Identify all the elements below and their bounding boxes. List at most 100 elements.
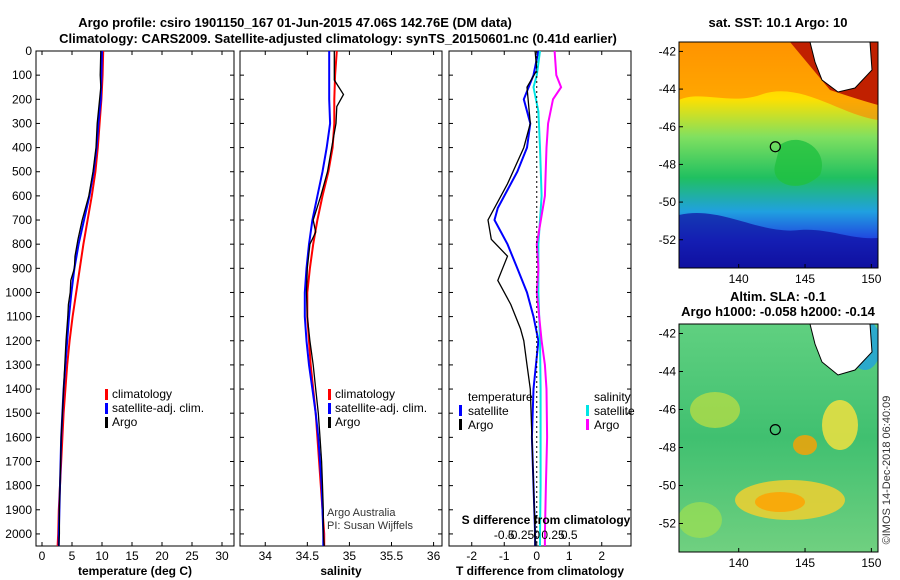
x-tick-label: 25 — [185, 549, 199, 563]
x-tick-label: 0 — [533, 549, 540, 563]
lat-tick-label: -48 — [659, 441, 677, 455]
depth-tick-label: 600 — [12, 189, 32, 203]
x-tick-label: -2 — [466, 549, 477, 563]
imos-copyright: ©IMOS 14-Dec-2018 06:40:09 — [881, 396, 893, 545]
sla-anomaly-high-1 — [822, 400, 858, 450]
difference-xlabel: T difference from climatology — [456, 564, 624, 578]
depth-tick-label: 1000 — [5, 285, 32, 299]
lon-tick-label: 150 — [861, 556, 881, 570]
lat-tick-label: -42 — [659, 327, 677, 341]
sla-anomaly-high-2 — [793, 435, 817, 455]
legend-label: Argo — [468, 418, 494, 432]
lat-tick-label: -46 — [659, 403, 677, 417]
lat-tick-label: -50 — [659, 479, 677, 493]
s-tick-label: -0.5 — [494, 528, 515, 542]
legend-swatch — [105, 389, 108, 400]
sla-anomaly-mid-2 — [679, 502, 722, 538]
legend-swatch — [328, 389, 331, 400]
sla-map-title-2: Argo h1000: -0.058 h2000: -0.14 — [681, 304, 875, 319]
depth-tick-label: 300 — [12, 116, 32, 130]
lat-tick-label: -44 — [659, 365, 677, 379]
depth-tick-label: 100 — [12, 68, 32, 82]
depth-tick-label: 800 — [12, 237, 32, 251]
depth-tick-label: 1100 — [6, 310, 32, 324]
sla-argo-location-marker — [769, 424, 781, 436]
x-tick-label: -1 — [499, 549, 510, 563]
depth-tick-label: 1500 — [5, 406, 32, 420]
x-tick-label: 2 — [598, 549, 605, 563]
depth-tick-label: 1900 — [5, 503, 32, 517]
depth-tick-label: 2000 — [5, 527, 32, 541]
sla-map-title-1: Altim. SLA: -0.1 — [730, 289, 826, 304]
temperature-frame — [35, 50, 235, 547]
series-argo — [58, 50, 102, 547]
legend-swatch — [459, 405, 462, 416]
lat-tick-label: -46 — [659, 120, 677, 134]
header-line-1: Argo profile: csiro 1901150_167 01-Jun-2… — [78, 15, 512, 30]
sst-argo-location-marker — [769, 141, 781, 153]
series-argo — [305, 51, 345, 547]
lat-tick-label: -44 — [659, 82, 677, 96]
x-tick-label: 1 — [566, 549, 573, 563]
lat-tick-label: -42 — [659, 44, 677, 58]
sst-map: 140 145 150 -42 -44 -46 -48 -50 -52 — [659, 41, 882, 286]
x-tick-label: 0 — [39, 549, 46, 563]
legend-label: climatology — [335, 387, 395, 401]
sst-tasmania-land — [809, 42, 873, 93]
lat-tick-label: -48 — [659, 157, 677, 171]
argo-australia-note: Argo Australia — [327, 507, 396, 519]
legend-label: satellite-adj. clim. — [335, 401, 427, 415]
depth-tick-label: 0 — [25, 44, 32, 58]
x-tick-label: 35.5 — [380, 549, 404, 563]
series-salinity-argo — [535, 50, 563, 546]
x-tick-label: 10 — [95, 549, 109, 563]
sla-anomaly-high-4 — [755, 492, 805, 512]
depth-tick-label: 1200 — [5, 334, 32, 348]
legend-label: Argo — [594, 418, 620, 432]
depth-tick-label: 0 — [25, 237, 32, 251]
sst-map-ticks: 140 145 150 -42 -44 -46 -48 -50 -52 — [659, 44, 882, 286]
x-tick-label: 36 — [427, 549, 441, 563]
difference-panel: -2 -1 0 1 2T difference from climatology temp… — [448, 50, 635, 578]
lon-tick-label: 150 — [861, 272, 881, 286]
sla-map-ticks: 140 145 150 -42 -44 -46 -48 -50 -52 — [659, 327, 882, 571]
lat-tick-label: -52 — [659, 233, 677, 247]
legend-label: satellite — [594, 404, 635, 418]
legend-swatch — [586, 405, 589, 416]
salinity-frame — [239, 50, 443, 547]
legend-swatch — [105, 403, 108, 414]
series-temperature-argo — [487, 50, 538, 546]
legend-label: satellite — [468, 404, 509, 418]
depth-tick-label: 400 — [12, 141, 32, 155]
legend-swatch — [328, 403, 331, 414]
lon-tick-label: 140 — [729, 272, 749, 286]
s-tick-label: 0.25 — [541, 528, 565, 542]
sst-green-eddy — [774, 139, 822, 186]
series-satellite-adj-clim- — [303, 51, 332, 546]
x-tick-label: 20 — [155, 549, 169, 563]
salinity-panel: 34 34.5 35 35.5 36 salinity climatologysatelli… — [239, 50, 443, 578]
legend-swatch — [459, 419, 462, 430]
lon-tick-label: 145 — [795, 272, 815, 286]
pi-note: PI: Susan Wijffels — [327, 520, 413, 532]
depth-tick-label: 1300 — [5, 358, 32, 372]
difference-xlabel-top: S difference from climatology — [462, 513, 631, 527]
sla-map: 140 145 150 -42 -44 -46 -48 -50 -52 — [659, 323, 882, 571]
legend-swatch — [586, 419, 589, 430]
depth-tick-label: 200 — [12, 92, 32, 106]
lon-tick-label: 145 — [795, 556, 815, 570]
s-tick-label: 0.5 — [561, 528, 578, 542]
legend-salinity-title: salinity — [594, 390, 631, 404]
depth-tick-label: 1800 — [5, 479, 32, 493]
lat-tick-label: -50 — [659, 195, 677, 209]
x-tick-label: 5 — [69, 549, 76, 563]
sst-map-title: sat. SST: 10.1 Argo: 10 — [709, 15, 848, 30]
depth-tick-label: 1700 — [5, 454, 32, 468]
legend-label: Argo — [335, 415, 361, 429]
legend-temperature-title: temperature — [468, 390, 533, 404]
depth-tick-label: 500 — [12, 165, 32, 179]
temperature-panel: 0100200300400500600700080090010001100120… — [5, 44, 235, 578]
depth-tick-label: 700 — [12, 213, 32, 227]
lon-tick-label: 140 — [729, 556, 749, 570]
